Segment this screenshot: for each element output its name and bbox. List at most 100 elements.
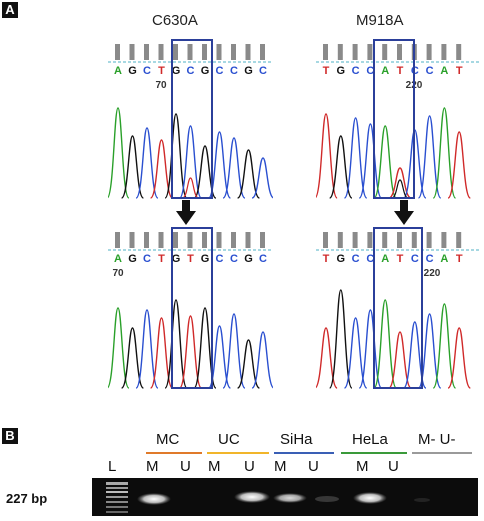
lane-label-uc-u: U	[244, 458, 255, 475]
lane-label-uc-m: M	[208, 458, 221, 475]
trace-peak	[222, 137, 246, 199]
base-call-letter: T	[397, 253, 404, 265]
trace-peak	[236, 149, 261, 199]
mutation-highlight-box	[171, 227, 213, 389]
quality-bar	[245, 232, 251, 248]
left-mutation-title: C630A	[152, 12, 198, 29]
trace-peak-secondary	[182, 177, 199, 199]
trace-peak	[316, 327, 338, 389]
chromatogram-c630a-top: A G C T G C G C C G C70	[108, 39, 273, 199]
quality-bar	[337, 232, 343, 248]
trace-peak	[343, 317, 368, 389]
base-call-letter: A	[440, 65, 448, 77]
base-call-letter: T	[456, 253, 463, 265]
trace-peak	[373, 299, 397, 389]
base-call-letter: G	[201, 65, 210, 77]
base-call-letter: G	[337, 65, 346, 77]
quality-bar	[158, 232, 164, 248]
band-uc-unmethylated	[234, 491, 270, 503]
base-call-letter: C	[216, 253, 224, 265]
mutation-highlight-box	[373, 39, 415, 199]
position-label: 220	[424, 268, 441, 279]
band-size-label: 227 bp	[6, 491, 48, 506]
base-call-letter: G	[244, 65, 253, 77]
lane-label-siha-u: U	[308, 458, 319, 475]
base-call-letter: C	[426, 65, 434, 77]
lane-label-siha-m: M	[274, 458, 287, 475]
base-call-letter: A	[381, 253, 389, 265]
trace-peak	[388, 331, 412, 389]
base-call-letter: T	[187, 253, 194, 265]
trace-peak	[207, 325, 232, 389]
quality-bar	[173, 44, 178, 60]
quality-bar	[352, 44, 358, 60]
quality-bar	[382, 232, 388, 248]
quality-bar	[158, 44, 164, 60]
base-call-letter: G	[172, 253, 181, 265]
lane-label-mc-u: U	[180, 458, 191, 475]
quality-bar	[367, 232, 373, 248]
trace-peak	[417, 115, 442, 199]
trace-peak	[207, 131, 232, 199]
quality-bar	[115, 44, 120, 60]
base-call-letter: C	[216, 65, 224, 77]
group-underline-siha	[274, 452, 334, 454]
group-label-hela: HeLa	[352, 431, 388, 448]
right-mutation-title: M918A	[356, 12, 404, 29]
arrow-down-icon	[176, 200, 196, 225]
lane-label-hela-u: U	[388, 458, 399, 475]
base-call-letter: C	[230, 253, 238, 265]
quality-bar	[367, 44, 373, 60]
trace-peak	[316, 113, 338, 199]
quality-bar	[260, 232, 265, 248]
trace-peak	[417, 313, 442, 389]
quality-bar	[216, 44, 222, 60]
trace-peak	[251, 331, 273, 389]
trace-peak	[178, 315, 203, 389]
band-siha-unmethylated	[315, 496, 339, 502]
base-call-letter: G	[337, 253, 346, 265]
quality-bar	[456, 44, 462, 60]
base-call-letter: C	[143, 253, 151, 265]
base-call-letter: G	[201, 253, 210, 265]
agarose-gel	[92, 478, 478, 516]
base-call-letter: C	[143, 65, 151, 77]
quality-bar	[323, 232, 328, 248]
base-call-letter: A	[440, 253, 448, 265]
quality-bar	[426, 232, 432, 248]
group-underline-mc	[146, 452, 202, 454]
lane-label-ladder: L	[108, 458, 117, 475]
trace-peak	[149, 139, 174, 199]
trace-peak	[135, 127, 159, 199]
base-call-letter: T	[397, 65, 404, 77]
position-label: 70	[112, 268, 124, 279]
base-call-letter: C	[259, 253, 267, 265]
band-mc-methylated	[137, 493, 171, 505]
group-underline-negative	[412, 452, 472, 454]
quality-bar	[397, 232, 402, 248]
panel-b-label: B	[2, 428, 18, 444]
arrow-down-icon	[394, 200, 414, 225]
base-call-letter: G	[128, 253, 137, 265]
quality-bar	[245, 44, 251, 60]
band-hela-methylated	[353, 492, 387, 504]
base-call-letter: T	[456, 65, 463, 77]
quality-bar	[129, 232, 135, 248]
quality-bar	[173, 232, 178, 248]
quality-bar	[231, 232, 236, 248]
group-label-mc: MC	[156, 431, 180, 448]
trace-peak-secondary	[391, 179, 409, 199]
quality-bar	[144, 44, 149, 60]
lane-label-hela-m: M	[356, 458, 369, 475]
trace-peak	[236, 339, 261, 389]
base-call-letter: A	[114, 253, 122, 265]
base-call-letter: C	[187, 65, 195, 77]
trace-peak	[108, 307, 130, 389]
trace-peak	[432, 303, 457, 389]
trace-peak	[329, 289, 353, 389]
group-underline-hela	[341, 452, 407, 454]
trace-peak	[251, 157, 273, 199]
base-call-letter: G	[128, 65, 137, 77]
